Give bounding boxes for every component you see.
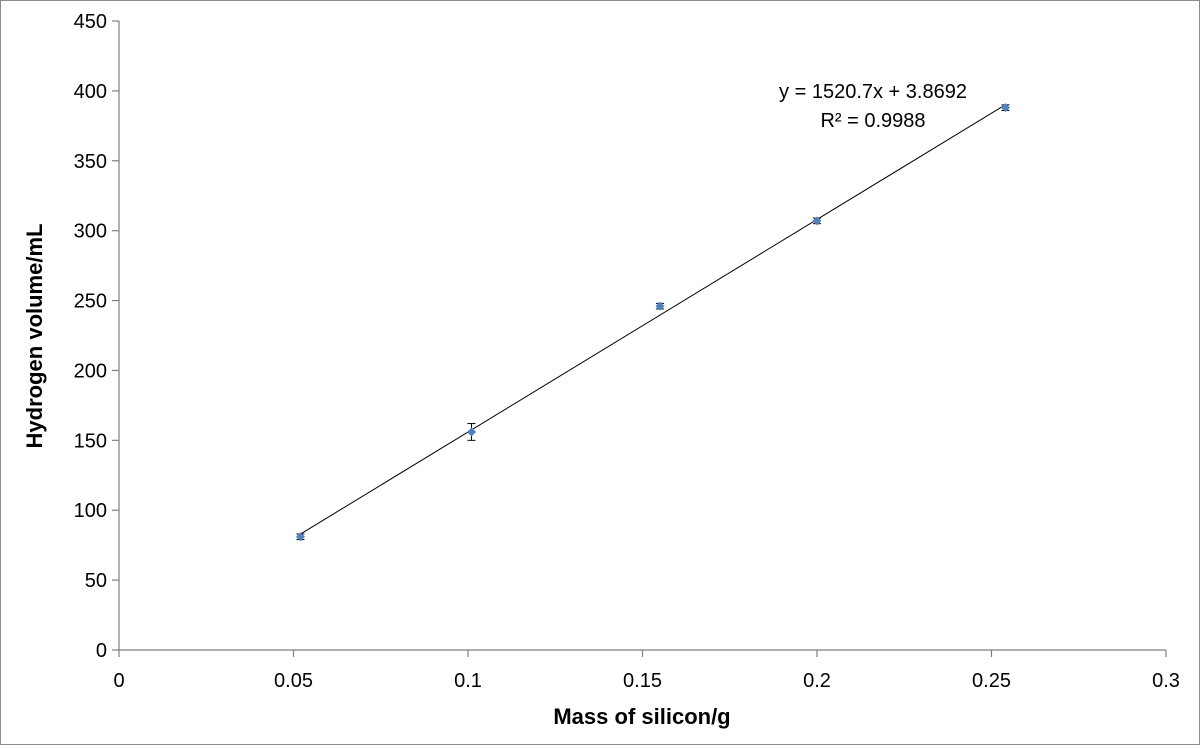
x-tick-label: 0.1 xyxy=(454,670,482,692)
data-point xyxy=(466,423,476,441)
point-marker xyxy=(812,216,822,226)
y-tick-label: 300 xyxy=(74,221,107,243)
trendline-r-squared: R² = 0.9988 xyxy=(820,110,925,132)
trendline-equation: y = 1520.7x + 3.8692 xyxy=(779,81,967,103)
trendline xyxy=(300,104,1006,535)
x-tick-label: 0.3 xyxy=(1152,670,1180,692)
data-point xyxy=(655,301,665,311)
y-tick-label: 50 xyxy=(85,570,107,592)
point-marker xyxy=(466,427,476,437)
x-tick-label: 0.15 xyxy=(623,670,662,692)
x-tick-label: 0.05 xyxy=(274,670,313,692)
point-marker xyxy=(655,301,665,311)
y-tick-label: 200 xyxy=(74,360,107,382)
y-tick-label: 450 xyxy=(74,11,107,33)
point-marker xyxy=(1000,103,1010,113)
data-point xyxy=(1000,103,1010,113)
data-point xyxy=(295,532,305,542)
tick-labels: 0 50 100 150 200 250 300 350 400 450 0 0.05 0.1 0.15 0… xyxy=(74,11,1180,692)
x-axis-title: Mass of silicon/g xyxy=(553,704,730,729)
data-points xyxy=(295,103,1010,542)
data-point xyxy=(812,216,822,226)
y-tick-label: 400 xyxy=(74,81,107,103)
axes xyxy=(112,20,1167,657)
trendline-group xyxy=(300,104,1006,535)
point-marker xyxy=(295,532,305,542)
y-tick-label: 350 xyxy=(74,151,107,173)
y-tick-label: 150 xyxy=(74,430,107,452)
y-tick-label: 100 xyxy=(74,500,107,522)
x-tick-label: 0 xyxy=(113,670,124,692)
y-tick-label: 250 xyxy=(74,291,107,313)
x-tick-label: 0.25 xyxy=(972,670,1011,692)
y-axis-title: Hydrogen volume/mL xyxy=(22,224,47,449)
x-tick-label: 0.2 xyxy=(803,670,831,692)
y-tick-label: 0 xyxy=(96,640,107,662)
